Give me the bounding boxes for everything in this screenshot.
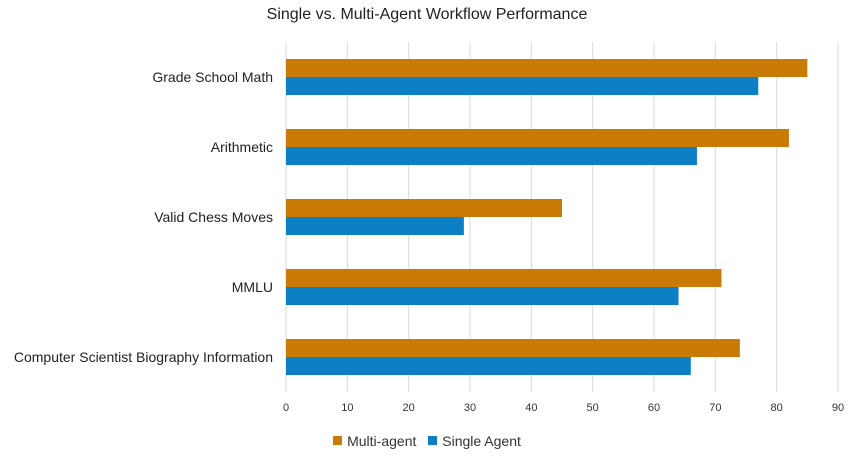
bar-single-agent-grade-school-math <box>286 77 759 95</box>
category-label-arithmetic: Arithmetic <box>211 139 273 155</box>
x-tick-label-80: 80 <box>771 402 783 414</box>
bar-multi-agent-valid-chess-moves <box>286 199 562 217</box>
bar-chart: Grade School Math Arithmetic Valid Chess M… <box>14 42 844 414</box>
bars <box>286 59 808 375</box>
x-tick-label-70: 70 <box>709 402 721 414</box>
x-tick-labels: 0 10 20 30 40 50 60 70 80 90 <box>283 402 844 414</box>
legend: Multi-agent Single Agent <box>0 432 854 449</box>
legend-item-multi-agent: Multi-agent <box>333 433 416 449</box>
category-label-mmlu: MMLU <box>232 279 273 295</box>
legend-label-single-agent: Single Agent <box>442 432 521 449</box>
legend-label-multi-agent: Multi-agent <box>347 432 417 449</box>
x-tick-label-60: 60 <box>648 402 660 414</box>
category-label-valid-chess-moves: Valid Chess Moves <box>154 209 273 225</box>
x-tick-label-90: 90 <box>832 402 844 414</box>
bar-multi-agent-arithmetic <box>286 129 789 147</box>
bar-single-agent-valid-chess-moves <box>286 217 464 235</box>
x-tick-label-0: 0 <box>283 402 289 414</box>
category-label-grade-school-math: Grade School Math <box>152 69 273 85</box>
bar-single-agent-computer-scientist-biography-information <box>286 357 691 375</box>
category-labels: Grade School Math Arithmetic Valid Chess M… <box>14 69 273 365</box>
x-tick-label-20: 20 <box>403 402 415 414</box>
x-tick-label-30: 30 <box>464 402 476 414</box>
bar-multi-agent-mmlu <box>286 269 722 287</box>
bar-multi-agent-computer-scientist-biography-information <box>286 339 740 357</box>
chart-title: Single vs. Multi-Agent Workflow Performa… <box>266 6 588 23</box>
legend-item-single-agent: Single Agent <box>428 433 521 449</box>
x-tick-label-50: 50 <box>587 402 599 414</box>
x-tick-label-40: 40 <box>525 402 537 414</box>
bar-multi-agent-grade-school-math <box>286 59 808 77</box>
bar-single-agent-mmlu <box>286 287 679 305</box>
x-tick-label-10: 10 <box>341 402 353 414</box>
bar-single-agent-arithmetic <box>286 147 697 165</box>
legend-swatch-multi-agent <box>333 436 343 445</box>
category-label-computer-scientist-biography-information: Computer Scientist Biography Information <box>14 349 273 365</box>
legend-swatch-single-agent <box>428 436 438 445</box>
